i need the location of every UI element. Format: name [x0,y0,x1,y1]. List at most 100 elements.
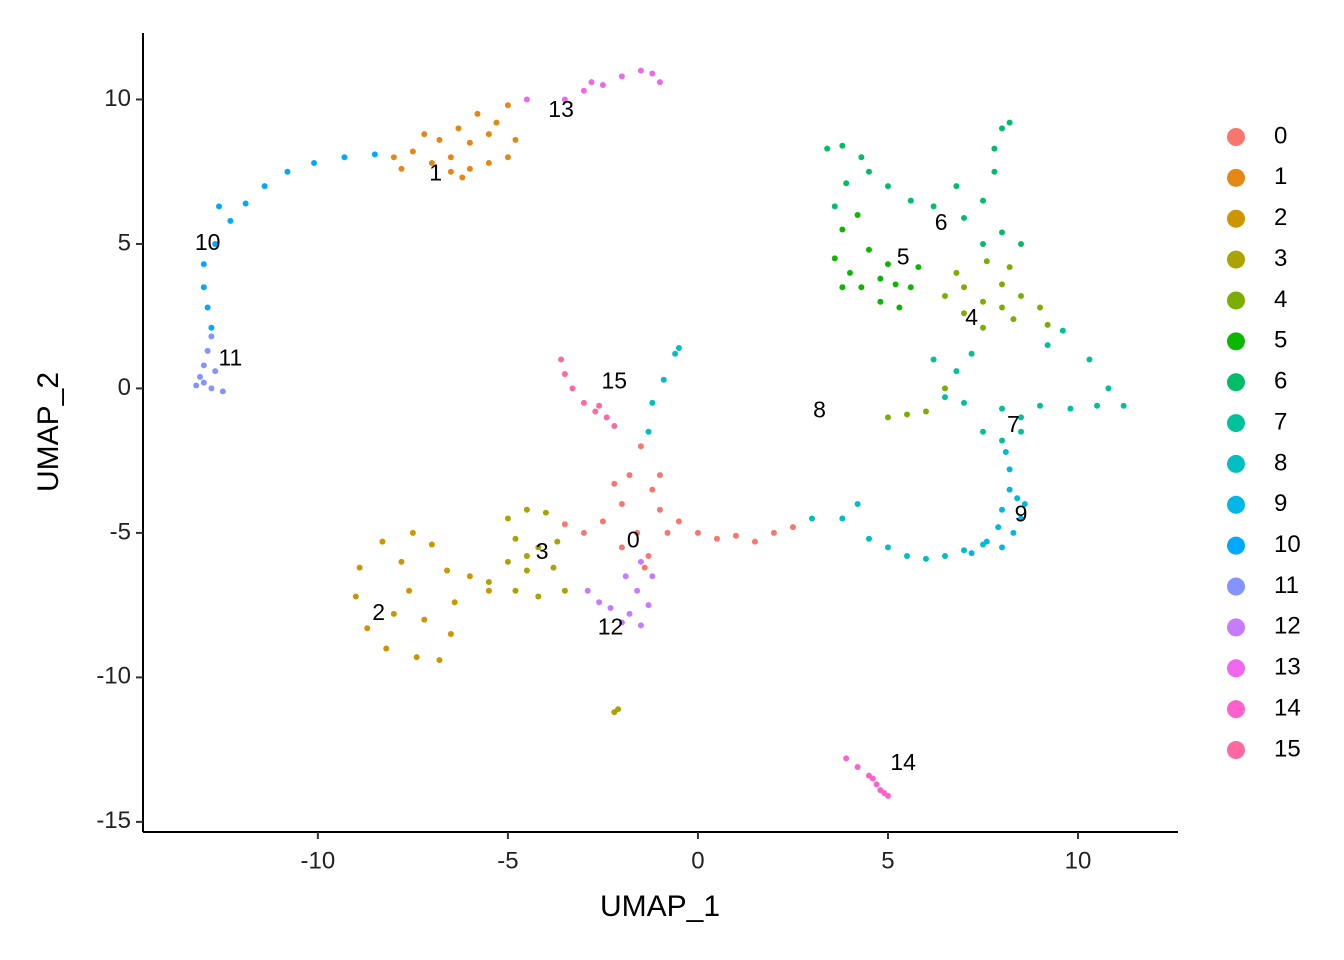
point [858,154,865,161]
point [1044,342,1051,349]
point [930,356,937,363]
point [444,567,451,574]
point [626,610,633,617]
point [843,180,850,187]
point [961,214,968,221]
legend-label: 2 [1274,204,1287,231]
point [212,240,219,247]
legend-key [1227,536,1245,555]
legend-key [1227,332,1245,351]
point [858,284,865,291]
point [618,619,625,626]
point [447,631,454,638]
cluster-label: 14 [890,749,916,775]
point [637,67,644,74]
point [485,587,492,594]
point [311,160,318,167]
legend-label: 12 [1274,613,1301,640]
point [961,284,968,291]
point [675,518,682,525]
point [645,428,652,435]
legend-key [1227,291,1245,310]
legend-key [1227,373,1245,392]
point [983,258,990,265]
x-tick-label: 10 [1065,847,1092,874]
point [884,183,891,190]
point [1006,264,1013,271]
point [980,240,987,247]
point [200,379,207,386]
legend-key [1227,495,1245,514]
point [204,304,211,311]
point [592,408,599,415]
point [1021,501,1028,508]
point [961,547,968,554]
point [493,119,500,126]
point [903,411,910,418]
point [903,553,910,560]
point [649,70,656,77]
point [580,529,587,536]
y-axis-title: UMAP_2 [32,372,65,492]
point [428,541,435,548]
point [212,368,219,375]
point [839,515,846,522]
point [980,324,987,331]
y-tick-label: -15 [96,807,131,834]
legend-key [1227,414,1245,433]
point [1002,449,1009,456]
point [421,616,428,623]
point [942,292,949,299]
point [656,506,663,513]
point [261,183,268,190]
point [1044,321,1051,328]
legend-label: 1 [1274,163,1287,190]
point [485,579,492,586]
point [645,602,652,609]
point [839,142,846,149]
legend-key [1227,250,1245,269]
point [558,356,565,363]
point [995,524,1002,531]
point [968,350,975,357]
point [200,261,207,268]
point [839,226,846,233]
point [922,408,929,415]
point [649,486,656,493]
point [953,368,960,375]
legend-label: 15 [1274,735,1301,762]
point [634,529,641,536]
legend-key [1227,618,1245,637]
point [641,564,648,571]
point [637,622,644,629]
point [599,82,606,89]
point [611,709,618,716]
point [999,229,1006,236]
point [580,87,587,94]
point [1006,119,1013,126]
point [459,174,466,181]
point [208,333,215,340]
cluster-label: 10 [195,229,221,255]
cluster-label: 13 [548,96,574,122]
point [485,131,492,138]
point [637,443,644,450]
point [284,168,291,175]
point [637,558,644,565]
legend-key [1227,168,1245,187]
point [694,529,701,536]
point [504,515,511,522]
cluster-label: 1 [429,160,442,186]
point [999,125,1006,132]
point [512,535,519,542]
point [824,145,831,152]
point [364,625,371,632]
point [873,781,880,788]
point [1059,327,1066,334]
point [1018,240,1025,247]
point [854,763,861,770]
point [504,154,511,161]
point [428,160,435,167]
point [961,399,968,406]
x-tick-label: -10 [301,847,336,874]
